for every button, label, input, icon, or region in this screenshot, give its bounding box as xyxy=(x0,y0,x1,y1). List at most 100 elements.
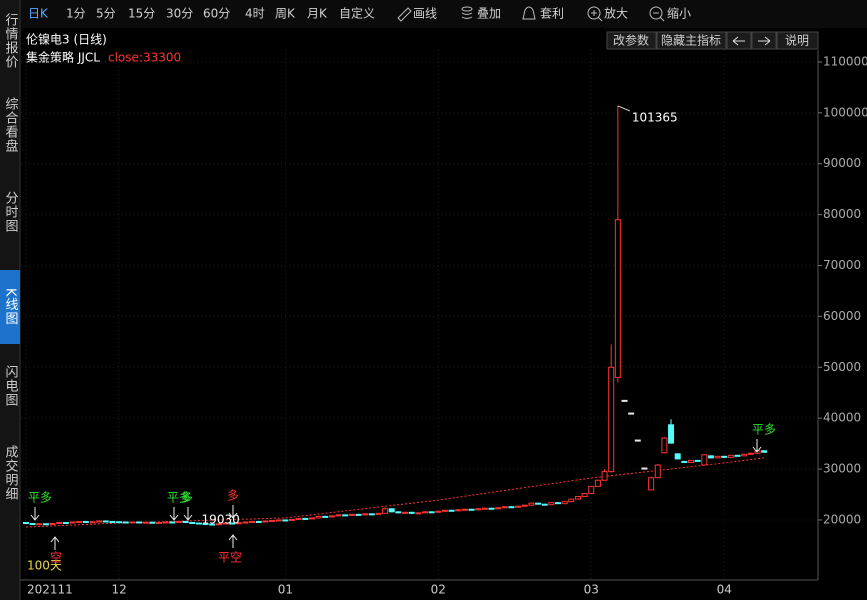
side-tab[interactable]: 成交明细 xyxy=(2,445,18,501)
candle-body xyxy=(328,515,335,518)
button[interactable] xyxy=(776,31,819,50)
candle-body xyxy=(668,424,675,444)
signal-arrow xyxy=(169,507,179,521)
candle-body xyxy=(56,521,63,525)
candle-body xyxy=(129,521,136,524)
candle-body xyxy=(255,520,262,523)
toolbar-item[interactable]: 60分 xyxy=(203,7,230,21)
y-tick-label: 30000 xyxy=(823,462,861,476)
toolbar-item[interactable]: 15分 xyxy=(128,7,155,21)
toolbar-item[interactable]: 月K xyxy=(307,7,328,21)
toolbar-item[interactable]: 缩小 xyxy=(667,6,691,21)
y-tick-label: 20000 xyxy=(823,512,861,526)
x-tick-label: 02 xyxy=(431,583,446,597)
signal-arrow xyxy=(228,505,238,519)
candle-body xyxy=(568,498,575,503)
candle-body xyxy=(169,521,176,524)
y-tick-label: 70000 xyxy=(823,258,861,272)
toolbar-item[interactable]: 放大 xyxy=(604,6,628,21)
button-label[interactable]: 改参数 xyxy=(613,33,649,48)
icon-bag xyxy=(522,6,536,20)
candle-body xyxy=(455,509,462,512)
toolbar-item[interactable]: 1分 xyxy=(66,7,86,21)
candle-body xyxy=(408,511,415,514)
candle-body xyxy=(116,521,123,524)
side-tab[interactable]: 闪电图 xyxy=(2,365,18,407)
toolbar-item[interactable]: 日K xyxy=(28,7,49,21)
icon-zoom-in-plus xyxy=(591,10,603,22)
candle-body xyxy=(488,507,495,510)
candle-body xyxy=(308,517,315,520)
candle-body xyxy=(734,454,741,457)
candle-body xyxy=(481,507,488,510)
button[interactable] xyxy=(656,31,727,50)
side-tab[interactable]: 分时图 xyxy=(2,191,18,233)
candle-body xyxy=(229,522,236,525)
candle-body xyxy=(741,453,748,457)
toolbar-item[interactable]: 4时 xyxy=(245,7,265,21)
candle-body xyxy=(395,511,402,514)
candle-body xyxy=(262,520,269,523)
candle-body xyxy=(242,521,249,524)
button-label[interactable]: 说明 xyxy=(785,33,809,48)
candle-body xyxy=(448,509,455,512)
side-tab[interactable]: 行情报价 xyxy=(2,13,18,69)
candle-body xyxy=(195,522,202,525)
toolbar-item[interactable]: 套利 xyxy=(540,7,564,21)
candle-body xyxy=(761,450,768,453)
signal-label: 平空 xyxy=(218,551,242,565)
candle-body xyxy=(747,452,754,455)
toolbar-item[interactable]: 自定义 xyxy=(339,6,375,21)
candle-body xyxy=(614,219,621,378)
candle-body xyxy=(302,517,309,520)
candle-body xyxy=(76,520,83,523)
candle-body xyxy=(96,520,103,523)
candle-body xyxy=(109,520,116,523)
toolbar-item[interactable]: 5分 xyxy=(96,7,116,21)
candle-body xyxy=(156,521,162,524)
candle-body xyxy=(182,520,189,523)
toolbar-item[interactable]: 画线 xyxy=(413,7,437,21)
toolbar-item[interactable]: 周K xyxy=(275,7,296,21)
candle-body xyxy=(621,399,628,402)
candle-body xyxy=(23,521,29,525)
toolbar-icons xyxy=(397,6,665,22)
candle-body xyxy=(661,437,668,454)
candle-body xyxy=(202,523,209,526)
candle-body xyxy=(275,519,282,522)
button[interactable] xyxy=(606,31,657,50)
candle-body xyxy=(122,521,129,524)
button-label[interactable]: 隐藏主指标 xyxy=(661,33,721,48)
header-title: 伦镍电3 (日线) xyxy=(26,32,107,47)
candle-body xyxy=(209,523,216,526)
toolbar-item[interactable]: 叠加 xyxy=(477,7,501,21)
y-tick-label: 90000 xyxy=(823,156,861,170)
candle-body xyxy=(342,514,349,517)
y-tick-label: 110000 xyxy=(823,54,867,68)
candle-body xyxy=(36,523,43,526)
candle-body xyxy=(428,511,435,514)
icon-zoom-out-minus xyxy=(653,12,665,22)
side-tab[interactable]: K线图 xyxy=(0,270,20,344)
candle-body xyxy=(555,502,561,505)
side-tab[interactable]: 综合看盘 xyxy=(2,97,18,153)
y-tick-label: 80000 xyxy=(823,207,861,221)
candle-body xyxy=(269,519,276,522)
candle-body xyxy=(102,520,109,523)
candle-body xyxy=(628,412,635,415)
candle-body xyxy=(222,522,229,525)
y-tick-label: 50000 xyxy=(823,360,861,374)
candle-body xyxy=(634,439,641,442)
x-tick-label: 04 xyxy=(717,583,732,597)
toolbar-item[interactable]: 30分 xyxy=(166,7,193,21)
candle-body xyxy=(375,512,382,515)
candle-body xyxy=(561,501,568,505)
indicator-name: 集金策略 JJCL xyxy=(26,50,100,65)
candle-body xyxy=(721,455,728,458)
candle-body xyxy=(362,513,369,516)
candle-body xyxy=(515,505,522,508)
candle-body xyxy=(249,520,256,523)
candle-body xyxy=(441,509,448,512)
candle-body xyxy=(707,455,714,459)
